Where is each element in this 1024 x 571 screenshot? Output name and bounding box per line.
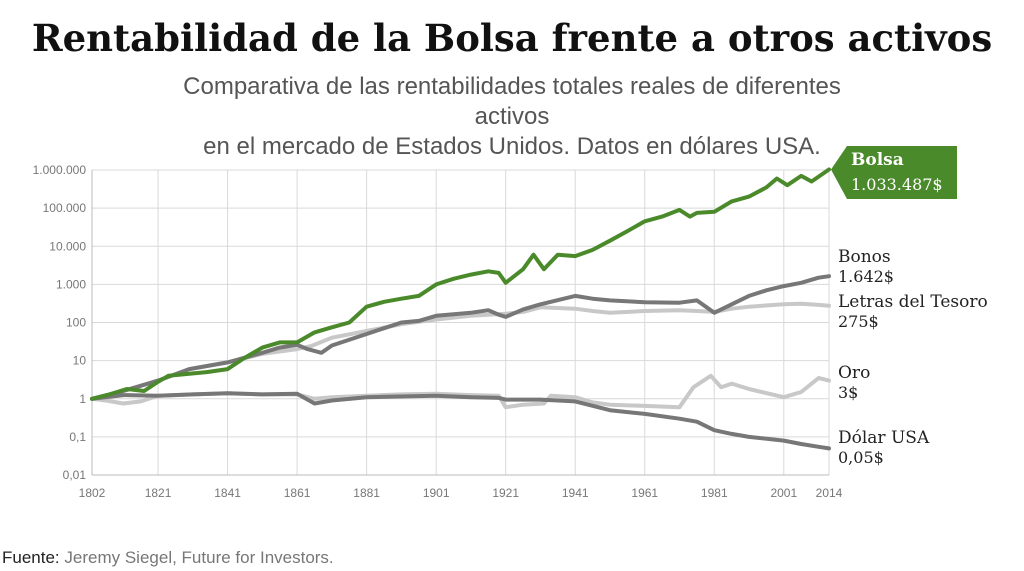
series-line-5: [90, 391, 831, 451]
y-tick-label: 100.000: [43, 201, 87, 215]
x-tick-label: 1821: [145, 486, 172, 500]
y-tick-label: 10.000: [49, 239, 86, 253]
series-line-2: [90, 274, 831, 401]
series-label-name-5: Dólar USA: [838, 428, 930, 448]
chart-subtitle: Comparativa de las rentabilidades totale…: [162, 72, 862, 162]
x-tick-label: 1981: [701, 486, 728, 500]
series-line-4: [90, 373, 831, 410]
grid: [91, 169, 830, 476]
x-tick-label: 1861: [284, 486, 311, 500]
series-label-name-3: Letras del Tesoro: [838, 292, 988, 312]
series-label-value-5: 0,05$: [838, 448, 884, 467]
y-tick-label: 0,01: [63, 468, 87, 482]
y-tick-label: 10: [73, 354, 87, 368]
source-note: Fuente: Jeremy Siegel, Future for Invest…: [2, 548, 334, 568]
series-line-1: [90, 167, 831, 401]
series-label-value-3: 275$: [838, 312, 879, 331]
subtitle-line-2: en el mercado de Estados Unidos. Datos e…: [203, 133, 821, 160]
x-tick-label: 1841: [214, 486, 241, 500]
chart-title: Rentabilidad de la Bolsa frente a otros …: [31, 16, 993, 60]
y-tick-label: 1.000: [56, 277, 86, 291]
x-tick-label: 1961: [631, 486, 658, 500]
series-label-name-2: Bonos: [838, 247, 891, 267]
x-tick-label: 2001: [770, 486, 797, 500]
bolsa-label-value: 1.033.487$: [851, 175, 943, 194]
bolsa-callout-box: [831, 146, 957, 199]
source-label: Fuente:: [2, 548, 60, 567]
series-label-value-4: 3$: [838, 383, 858, 402]
x-tick-label: 1802: [79, 486, 106, 500]
x-tick-label: 1881: [353, 486, 380, 500]
series-label-value-2: 1.642$: [838, 267, 894, 286]
x-tick-label: 1901: [423, 486, 450, 500]
source-text: Jeremy Siegel, Future for Investors.: [64, 548, 334, 567]
series-lines: [90, 167, 831, 451]
y-tick-label: 1.000.000: [33, 163, 87, 177]
y-tick-label: 100: [66, 316, 86, 330]
y-tick-label: 0,1: [69, 430, 86, 444]
series-label-name-4: Oro: [838, 363, 870, 383]
bolsa-label-name: Bolsa: [851, 150, 904, 170]
y-axis-ticks: 0,01 0,1 1 10 100 1.000 10.000 100.000 1.000.000: [33, 163, 87, 482]
x-tick-label: 1921: [492, 486, 519, 500]
y-tick-label: 1: [79, 392, 86, 406]
subtitle-line-1: Comparativa de las rentabilidades totale…: [183, 73, 841, 130]
x-tick-label: 1941: [562, 486, 589, 500]
x-tick-label: 2014: [816, 486, 843, 500]
line-chart: 0,01 0,1 1 10 100 1.000 10.000 100.000 1.000.000…: [33, 146, 988, 500]
x-axis-ticks: 1802 1821 1841 1861 1881 1901 1921 1941 1961 1981…: [79, 486, 843, 500]
